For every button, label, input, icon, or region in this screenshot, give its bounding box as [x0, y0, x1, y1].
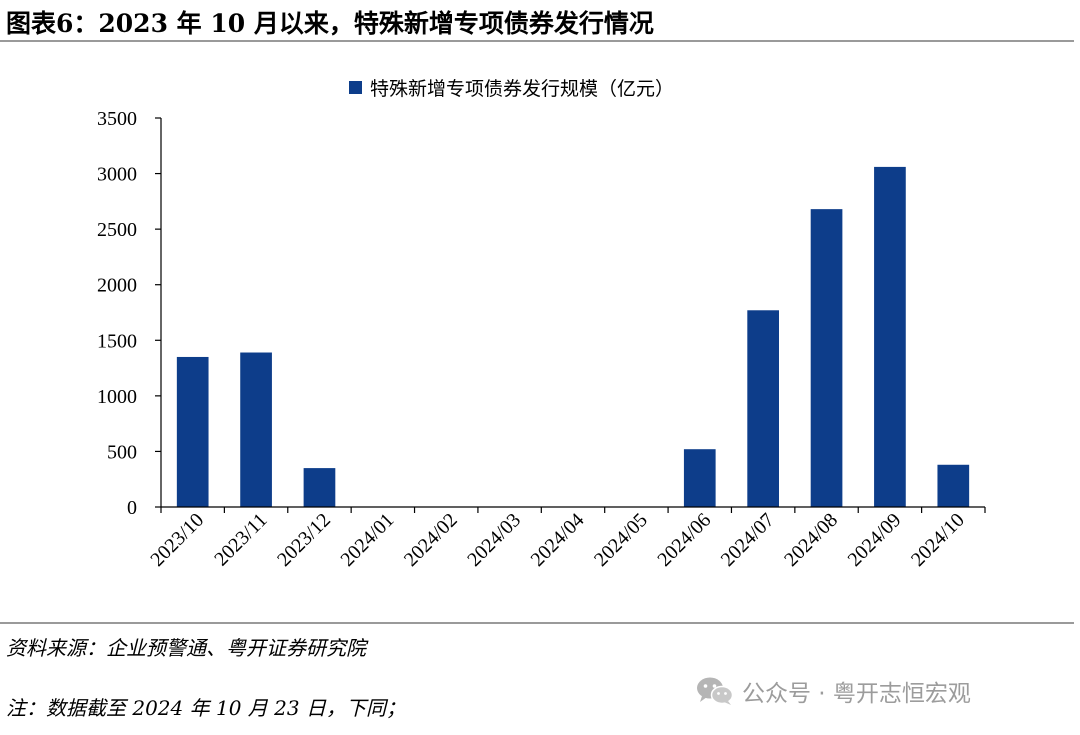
y-tick-label: 500	[107, 441, 137, 463]
legend: 特殊新增专项债券发行规模（亿元）	[349, 78, 674, 100]
x-tick-label: 2023/12	[273, 509, 335, 571]
y-tick-label: 3000	[97, 164, 137, 186]
bar-2023-11	[240, 352, 272, 507]
x-tick-label: 2024/09	[844, 509, 906, 571]
bar-2024-09	[874, 166, 906, 507]
footer-divider	[0, 622, 1074, 624]
bar-2024-06	[683, 449, 716, 507]
x-tick-label: 2024/01	[336, 509, 398, 571]
bar-2024-10	[937, 464, 970, 507]
source-note: 资料来源：企业预警通、粤开证券研究院	[6, 636, 366, 660]
bar-2023-12	[303, 468, 336, 507]
x-tick-label: 2023/10	[146, 509, 208, 571]
y-tick-label: 2000	[97, 275, 137, 297]
bar-2023-10	[176, 356, 209, 507]
watermark-text: 公众号 · 粤开志恒宏观	[742, 681, 971, 707]
bar-chart: 特殊新增专项债券发行规模（亿元） 0 500 1000 1500 2000 2500 300…	[97, 78, 986, 571]
y-tick-label: 0	[127, 497, 137, 519]
x-tick-label: 2023/11	[210, 509, 271, 570]
y-axis: 0 500 1000 1500 2000 2500 3000 3500	[97, 108, 162, 519]
x-tick-label: 2024/04	[527, 509, 589, 571]
x-tick-label: 2024/03	[463, 509, 525, 571]
wechat-icon	[697, 677, 734, 705]
legend-swatch	[349, 81, 362, 94]
footnote: 注：数据截至 2024 年 10 月 23 日，下同；	[6, 696, 406, 720]
chart-title: 图表6：2023 年 10 月以来，特殊新增专项债券发行情况	[6, 9, 654, 38]
x-tick-label: 2024/02	[400, 509, 462, 571]
x-tick-label: 2024/08	[780, 509, 842, 571]
x-tick-label: 2024/06	[653, 509, 715, 571]
y-tick-label: 1000	[97, 386, 137, 408]
y-tick-label: 2500	[97, 219, 137, 241]
bar-2024-08	[810, 209, 843, 507]
watermark: 公众号 · 粤开志恒宏观	[696, 674, 971, 708]
y-tick-label: 3500	[97, 108, 137, 130]
bar-2024-07	[747, 310, 779, 507]
legend-label: 特殊新增专项债券发行规模（亿元）	[370, 78, 674, 100]
x-tick-label: 2024/10	[907, 509, 969, 571]
x-axis: 2023/10 2023/11 2023/12 2024/01 2024/02 2024/…	[146, 506, 986, 571]
y-tick-label: 1500	[97, 330, 137, 352]
bars	[176, 166, 970, 507]
title-divider	[0, 40, 1074, 42]
x-tick-label: 2024/07	[717, 509, 779, 571]
x-tick-label: 2024/05	[590, 509, 652, 571]
